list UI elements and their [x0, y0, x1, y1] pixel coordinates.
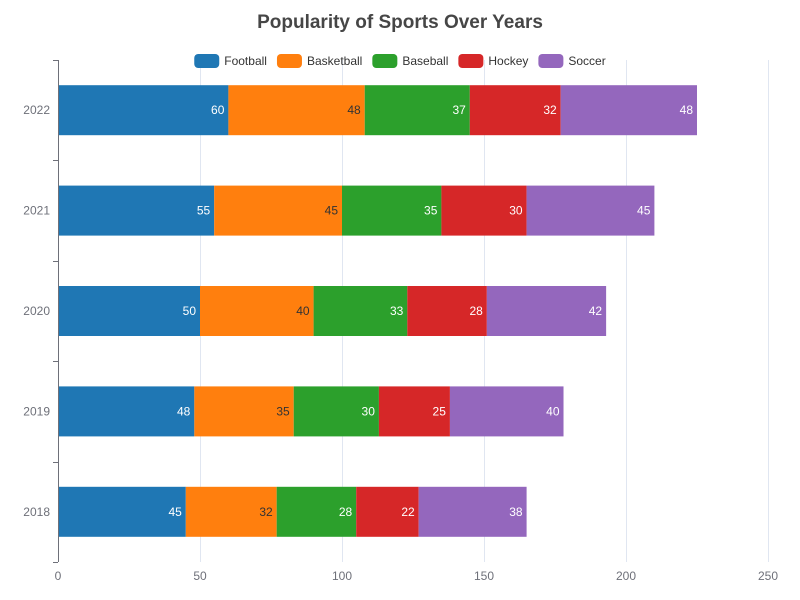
legend-swatch: [372, 54, 398, 68]
legend-item-basketball[interactable]: Basketball: [276, 54, 362, 68]
bar-basketball-2021[interactable]: [214, 185, 342, 236]
axes: 0 50 100 150 200 250 2018 2019 2020 2021 2022: [23, 60, 778, 583]
bar-basketball-2018[interactable]: [185, 486, 277, 537]
bar-baseball-2019[interactable]: [293, 386, 379, 437]
legend-label: Football: [224, 54, 267, 68]
data-label-basketball-2019: 35: [276, 404, 290, 418]
legend-item-hockey[interactable]: Hockey: [458, 54, 528, 68]
y-tick-label: 2018: [23, 505, 50, 519]
bar-soccer-2021[interactable]: [526, 185, 655, 236]
legend-swatch: [276, 54, 302, 68]
legend-item-football[interactable]: Football: [194, 54, 267, 68]
bar-soccer-2020[interactable]: [486, 286, 607, 336]
bar-baseball-2018[interactable]: [276, 486, 357, 537]
data-label-baseball-2021: 35: [424, 204, 438, 218]
bar-basketball-2019[interactable]: [194, 386, 294, 437]
bar-hockey-2022[interactable]: [469, 85, 561, 136]
bar-hockey-2020[interactable]: [407, 286, 487, 336]
data-label-basketball-2022: 48: [347, 103, 361, 117]
data-label-hockey-2021: 30: [509, 204, 523, 218]
data-label-football-2021: 55: [197, 204, 211, 218]
bar-hockey-2021[interactable]: [441, 185, 527, 236]
legend-swatch: [194, 54, 220, 68]
x-tick-label: 200: [616, 569, 636, 583]
legend-label: Hockey: [488, 54, 528, 68]
legend-swatch: [538, 54, 564, 68]
data-label-baseball-2020: 33: [390, 304, 404, 318]
bar-baseball-2022[interactable]: [364, 85, 470, 136]
data-label-basketball-2021: 45: [325, 204, 339, 218]
legend-label: Basketball: [307, 54, 362, 68]
data-label-hockey-2019: 25: [433, 404, 447, 418]
bar-football-2019[interactable]: [58, 386, 195, 437]
data-label-hockey-2020: 28: [469, 304, 483, 318]
bar-hockey-2019[interactable]: [378, 386, 450, 437]
data-label-soccer-2020: 42: [589, 304, 603, 318]
bar-soccer-2022[interactable]: [560, 85, 697, 136]
y-tick-label: 2022: [23, 103, 50, 117]
x-tick-label: 100: [332, 569, 352, 583]
data-label-baseball-2022: 37: [452, 103, 466, 117]
x-tick-label: 250: [758, 569, 778, 583]
legend-item-soccer[interactable]: Soccer: [538, 54, 606, 68]
legend-item-baseball[interactable]: Baseball: [372, 54, 448, 68]
legend: Football Basketball Baseball Hockey Soccer: [194, 54, 606, 68]
bar-soccer-2018[interactable]: [418, 486, 527, 537]
bar-baseball-2020[interactable]: [313, 286, 408, 336]
data-label-soccer-2018: 38: [509, 505, 523, 519]
data-label-football-2020: 50: [183, 304, 197, 318]
bar-football-2020[interactable]: [58, 286, 200, 336]
y-tick-label: 2021: [23, 204, 50, 218]
x-tick-label: 0: [55, 569, 62, 583]
legend-label: Baseball: [402, 54, 448, 68]
bar-football-2021[interactable]: [58, 185, 215, 236]
data-label-baseball-2018: 28: [339, 505, 353, 519]
data-label-soccer-2022: 48: [680, 103, 694, 117]
data-label-basketball-2020: 40: [296, 304, 310, 318]
bars: 45 32 28 22 38 48 35 30 25 40 50 40 33 28 42 55 45 35 30 45…: [58, 85, 697, 537]
x-tick-label: 150: [474, 569, 494, 583]
data-label-baseball-2019: 30: [362, 404, 376, 418]
data-label-football-2018: 45: [168, 505, 182, 519]
bar-football-2018[interactable]: [58, 486, 186, 537]
bar-soccer-2019[interactable]: [449, 386, 564, 437]
bar-football-2022[interactable]: [58, 85, 229, 136]
data-label-hockey-2022: 32: [543, 103, 557, 117]
y-tick-label: 2019: [23, 404, 50, 418]
legend-label: Soccer: [568, 54, 605, 68]
data-label-hockey-2018: 22: [401, 505, 415, 519]
bar-hockey-2018[interactable]: [356, 486, 419, 537]
data-label-soccer-2021: 45: [637, 204, 651, 218]
bar-basketball-2022[interactable]: [228, 85, 365, 136]
legend-swatch: [458, 54, 484, 68]
chart-title: Popularity of Sports Over Years: [257, 12, 543, 33]
data-label-soccer-2019: 40: [546, 404, 560, 418]
bar-basketball-2020[interactable]: [200, 286, 314, 336]
bar-baseball-2021[interactable]: [342, 185, 442, 236]
data-label-basketball-2018: 32: [259, 505, 273, 519]
x-tick-label: 50: [193, 569, 207, 583]
data-label-football-2022: 60: [211, 103, 225, 117]
y-tick-label: 2020: [23, 304, 50, 318]
data-label-football-2019: 48: [177, 404, 191, 418]
